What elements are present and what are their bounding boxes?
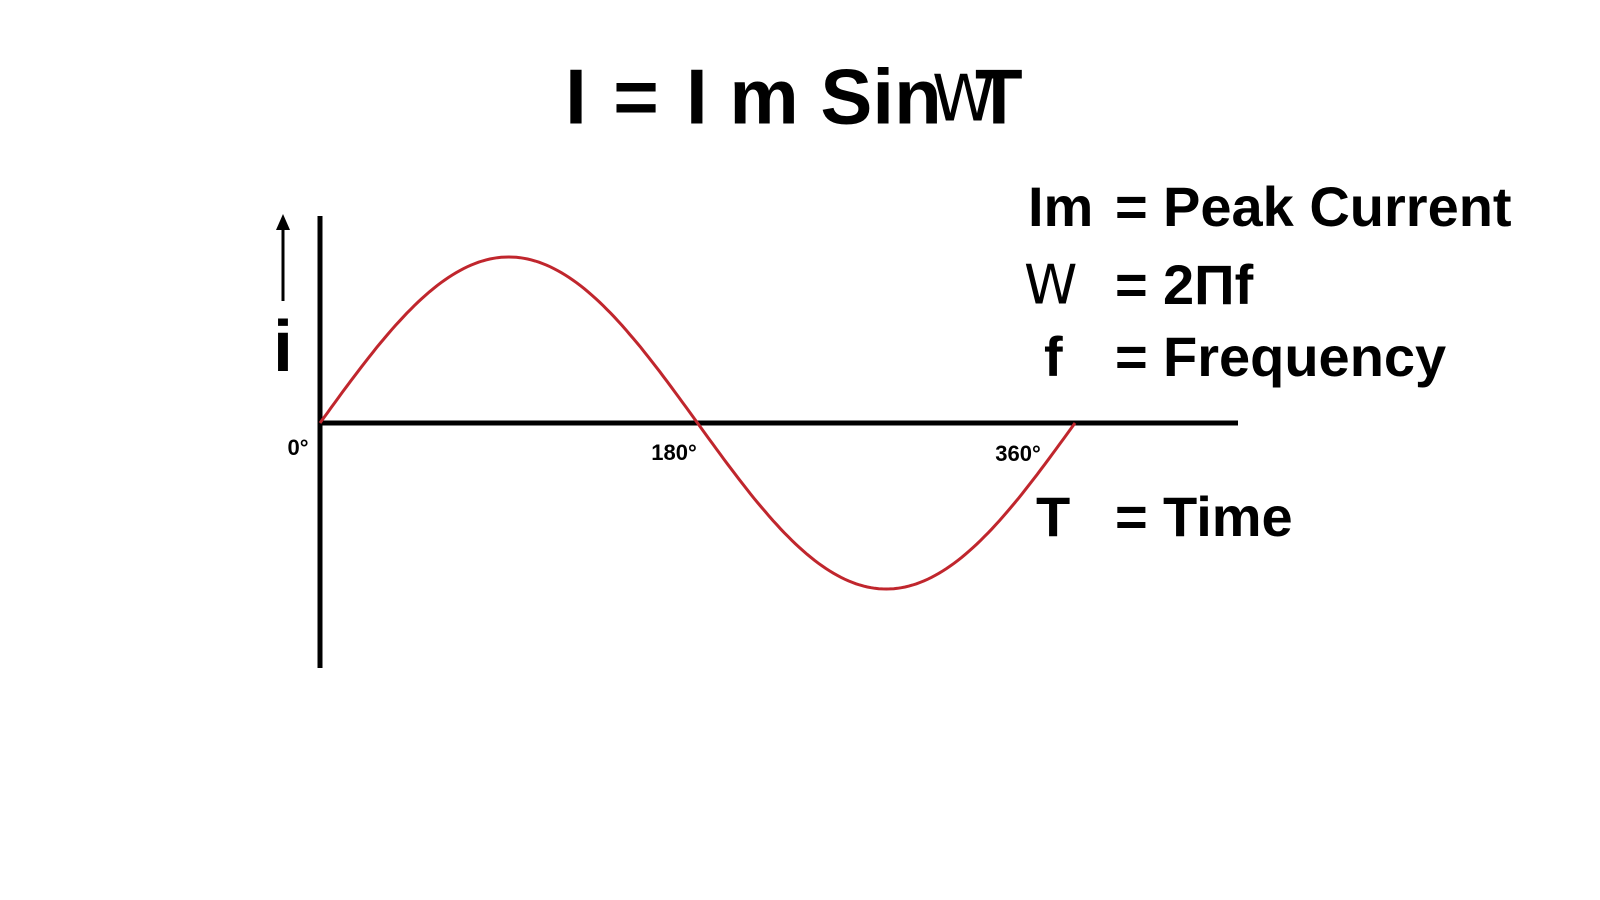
legend-symbol: T <box>1036 485 1070 548</box>
legend-meaning: Peak Current <box>1163 175 1512 238</box>
legend-meaning: Frequency <box>1163 325 1446 388</box>
formula-rhs: I m Sin <box>686 53 942 141</box>
legend-symbol: f <box>1044 325 1063 388</box>
y-label: i <box>273 307 293 387</box>
x-label: 180° <box>651 440 697 465</box>
legend: Im = Peak Current W = 2Πf f = Frequency … <box>1024 175 1512 548</box>
formula-equals: = <box>613 53 659 141</box>
x-label: 360° <box>995 441 1041 466</box>
legend-equals: = <box>1115 485 1148 548</box>
arrow-head <box>276 214 290 230</box>
legend-meaning: Time <box>1163 485 1293 548</box>
legend-symbol: Im <box>1028 175 1093 238</box>
legend-meaning: 2Πf <box>1163 253 1254 316</box>
formula-time: T <box>975 53 1023 141</box>
formula-lhs: I <box>565 53 587 141</box>
legend-equals: = <box>1115 325 1148 388</box>
legend-equals: = <box>1115 175 1148 238</box>
x-label: 0° <box>287 435 308 460</box>
sine-wave <box>318 255 1077 591</box>
legend-symbol: W <box>1024 254 1077 317</box>
formula-omega: W <box>932 63 995 137</box>
legend-equals: = <box>1115 253 1148 316</box>
